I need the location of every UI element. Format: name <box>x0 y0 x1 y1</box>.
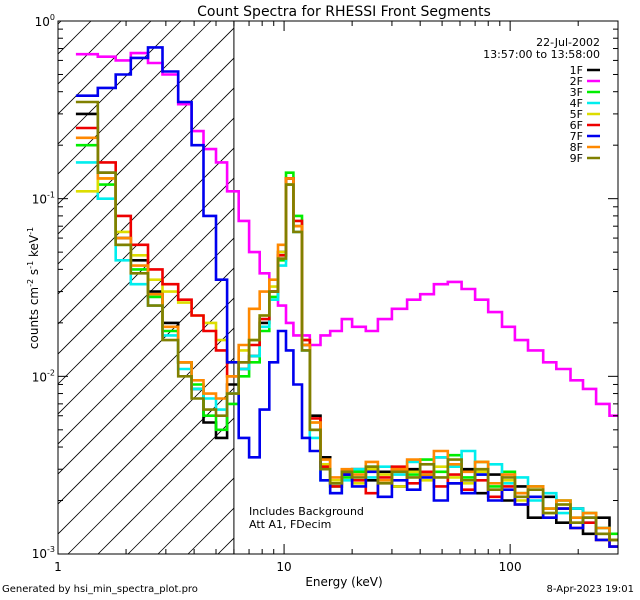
hatch-line <box>58 21 152 115</box>
legend-label-7F: 7F <box>570 130 583 143</box>
legend-label-5F: 5F <box>570 108 583 121</box>
series-line-7F <box>75 46 618 548</box>
hatch-line <box>58 147 234 325</box>
annotation-attenuator: Att A1, FDecim <box>249 518 331 531</box>
y-tick-label: 10-2 <box>32 368 55 384</box>
annotation-background: Includes Background <box>249 505 364 518</box>
series-line-8F <box>75 136 618 542</box>
y-axis-label: counts cm-2 s-1 keV-1 <box>26 227 41 349</box>
hatch-line <box>58 21 182 145</box>
series-line-6F <box>75 126 618 548</box>
series-lines <box>75 46 618 548</box>
x-tick-labels: 1 10 100 <box>54 560 521 574</box>
chart-title: Count Spectra for RHESSI Front Segments <box>197 4 491 20</box>
series-line-2F <box>75 51 618 417</box>
legend-label-6F: 6F <box>570 119 583 132</box>
x-tick-label: 10 <box>276 560 291 574</box>
hatch-line <box>58 21 212 175</box>
x-axis-label: Energy (keV) <box>305 575 382 589</box>
series-line-1F <box>75 112 618 542</box>
hatch-line <box>58 267 234 445</box>
hatch-line <box>58 117 234 295</box>
y-tick-labels: 10-3 10-2 10-1 100 <box>32 13 55 561</box>
legend-label-2F: 2F <box>570 75 583 88</box>
axis-ticks <box>57 20 619 555</box>
hatch-line <box>58 297 234 475</box>
y-tick-label: 10-1 <box>32 191 55 207</box>
hatch-line <box>58 87 234 265</box>
hatch-line <box>58 177 234 355</box>
legend-date: 22-Jul-2002 <box>536 36 600 49</box>
hatch-line <box>58 57 234 235</box>
hatch-line <box>58 237 234 415</box>
hatch-line <box>58 357 234 535</box>
legend-label-4F: 4F <box>570 97 583 110</box>
y-tick-label: 100 <box>35 13 55 29</box>
x-tick-label: 100 <box>499 560 522 574</box>
legend-label-8F: 8F <box>570 141 583 154</box>
legend-label-9F: 9F <box>570 152 583 165</box>
series-line-9F <box>75 100 618 542</box>
hatch-line <box>58 21 122 85</box>
hatch-line <box>67 387 234 554</box>
legend-label-3F: 3F <box>570 86 583 99</box>
hatched-region <box>58 21 234 554</box>
hatch-line <box>58 207 234 385</box>
generated-by-footer: Generated by hsi_min_spectra_plot.pro <box>2 584 198 595</box>
legend-time-range: 13:57:00 to 13:58:00 <box>483 48 600 61</box>
hatch-line <box>58 327 234 505</box>
x-tick-label: 1 <box>54 560 62 574</box>
timestamp-footer: 8-Apr-2023 19:01 <box>546 584 634 595</box>
hatch-line <box>97 417 234 554</box>
hatch-line <box>127 447 234 554</box>
hatch-line <box>58 27 234 205</box>
legend-label-1F: 1F <box>570 64 583 77</box>
plot-frame <box>57 20 619 555</box>
y-tick-label: 10-3 <box>32 545 55 561</box>
